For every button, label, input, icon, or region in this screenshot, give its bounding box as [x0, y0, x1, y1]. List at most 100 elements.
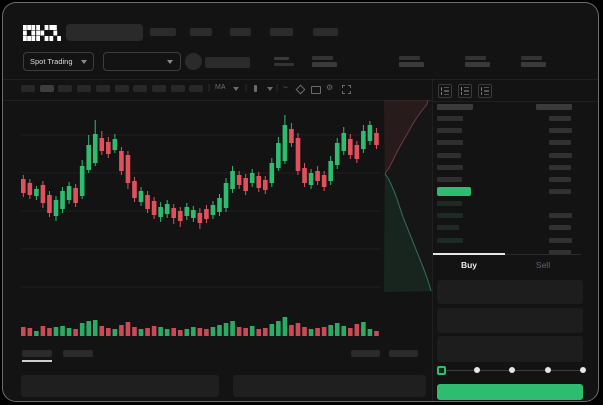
bid-row[interactable]	[433, 236, 581, 246]
candle	[197, 213, 203, 223]
market-type-dropdown[interactable]: Spot Trading	[23, 52, 94, 71]
price-input[interactable]	[437, 280, 583, 304]
slider-handle[interactable]	[436, 365, 446, 375]
timeframe-button-5[interactable]	[95, 85, 110, 92]
candle	[138, 191, 144, 202]
stat-label-3	[465, 56, 486, 60]
volume-bar	[34, 331, 39, 336]
tab-sell[interactable]: Sell	[535, 260, 551, 270]
candle-style-icon[interactable]	[254, 85, 257, 92]
bottom-action-2[interactable]	[389, 350, 418, 357]
line-tool-icon[interactable]: ~	[283, 83, 288, 92]
settings-icon[interactable]: ⚙	[326, 83, 334, 92]
volume-bar	[138, 329, 144, 336]
timeframe-button-1[interactable]	[21, 85, 35, 92]
candle	[302, 168, 307, 183]
candle	[341, 133, 347, 151]
ask-amount-bar	[549, 164, 571, 170]
volume-bar	[112, 329, 118, 336]
timeframe-button-6[interactable]	[114, 85, 129, 92]
candle	[158, 207, 163, 217]
candle	[34, 189, 39, 196]
volume-bar	[348, 328, 353, 336]
ask-amount-bar	[549, 177, 571, 182]
bid-row[interactable]	[433, 211, 581, 221]
timeframe-button-9[interactable]	[170, 85, 185, 92]
chevron-down-icon[interactable]	[267, 87, 273, 91]
nav-item-4[interactable]	[270, 28, 293, 36]
amount-slider[interactable]	[436, 363, 586, 377]
buy-button[interactable]	[437, 384, 583, 400]
fullscreen-icon[interactable]	[342, 85, 351, 94]
nav-item-1[interactable]	[150, 28, 176, 36]
volume-bar	[276, 321, 281, 336]
candle	[321, 175, 327, 187]
ask-row[interactable]	[433, 175, 581, 185]
ask-row[interactable]	[433, 126, 581, 136]
ask-row[interactable]	[433, 138, 581, 148]
bottom-panel-1	[21, 375, 219, 397]
slider-stop[interactable]	[509, 367, 515, 373]
timeframe-button-10[interactable]	[189, 85, 204, 92]
bottom-tab-2[interactable]	[63, 350, 93, 357]
bid-price-bar	[437, 201, 462, 206]
timeframe-button-3[interactable]	[58, 85, 73, 92]
pair-selector-dropdown[interactable]	[103, 52, 181, 71]
bid-amount-bar	[549, 225, 571, 231]
volume-bar	[230, 321, 235, 336]
indicator-ma-button[interactable]: MA	[215, 84, 226, 91]
nav-item-2[interactable]	[190, 28, 212, 36]
timeframe-button-8[interactable]	[151, 85, 166, 92]
total-input[interactable]	[437, 336, 583, 362]
candle	[315, 171, 320, 181]
bid-row[interactable]	[433, 223, 581, 233]
slider-stop[interactable]	[580, 367, 586, 373]
candle	[223, 183, 229, 208]
amount-input[interactable]	[437, 308, 583, 333]
ask-row[interactable]	[433, 151, 581, 161]
candle	[308, 173, 314, 185]
candle	[204, 209, 209, 219]
nav-item-5[interactable]	[313, 28, 338, 36]
book-bids-icon[interactable]	[458, 84, 472, 98]
chevron-down-icon[interactable]	[233, 87, 239, 91]
ask-price-bar	[437, 177, 462, 182]
book-asks-icon[interactable]	[478, 84, 492, 98]
volume-bar	[302, 327, 307, 336]
coin-icon	[185, 53, 202, 70]
search-input[interactable]	[66, 24, 143, 41]
candle	[125, 155, 131, 183]
volume-bar	[282, 317, 288, 336]
volume-bar	[132, 327, 137, 336]
ask-price-bar	[437, 152, 461, 158]
draw-tool-icon[interactable]	[295, 84, 306, 95]
timeframe-button-7[interactable]	[133, 85, 148, 92]
volume-bar	[164, 329, 170, 336]
bottom-action-1[interactable]	[351, 350, 380, 357]
candle	[184, 207, 190, 216]
volume-bar	[86, 321, 91, 336]
book-both-icon[interactable]	[438, 84, 452, 98]
bid-price-bar	[437, 213, 463, 219]
slider-stop[interactable]	[544, 367, 551, 373]
volume-bar	[341, 326, 347, 336]
bid-price-bar	[437, 237, 463, 243]
stat-value-1	[312, 62, 337, 67]
bid-row[interactable]	[433, 248, 581, 258]
volume-bar	[151, 326, 157, 336]
camera-icon[interactable]	[311, 86, 321, 94]
ask-amount-bar	[549, 152, 572, 158]
tab-buy[interactable]: Buy	[460, 260, 478, 270]
last-price-bar[interactable]	[437, 187, 471, 196]
timeframe-button-4[interactable]	[77, 85, 92, 92]
timeframe-button-2[interactable]	[39, 85, 54, 92]
orderbook-header-price	[437, 104, 473, 110]
slider-stop[interactable]	[473, 367, 480, 373]
ask-row[interactable]	[433, 114, 581, 124]
nav-item-3[interactable]	[230, 28, 251, 36]
bottom-tab-1[interactable]	[22, 350, 52, 357]
volume-bar	[27, 328, 33, 336]
bid-row[interactable]	[433, 199, 581, 209]
ask-row[interactable]	[433, 163, 581, 173]
